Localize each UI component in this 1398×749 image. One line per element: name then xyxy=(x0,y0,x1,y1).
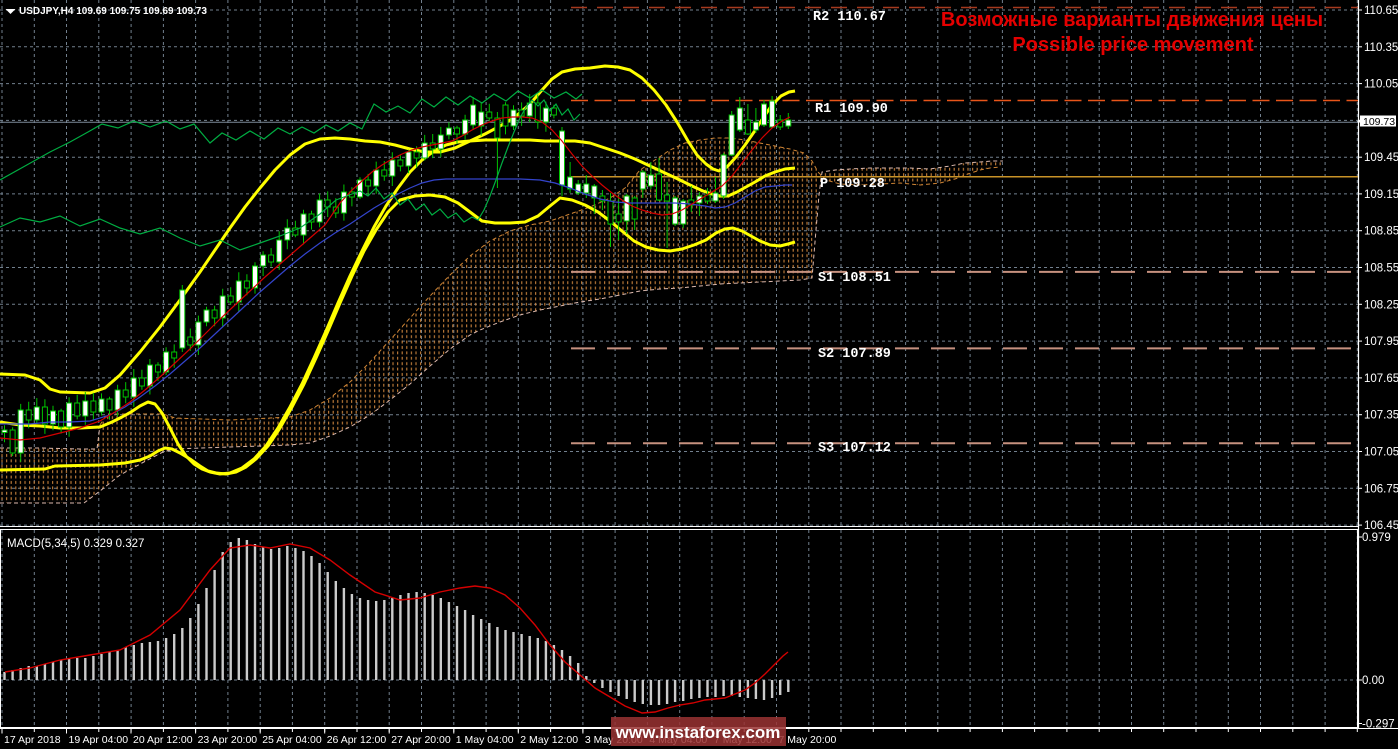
svg-text:0.979: 0.979 xyxy=(1362,532,1391,544)
svg-text:27 Apr 20:00: 27 Apr 20:00 xyxy=(391,734,451,746)
svg-text:110.35: 110.35 xyxy=(1364,42,1398,54)
svg-text:7 May 20:00: 7 May 20:00 xyxy=(779,734,837,746)
svg-text:107.05: 107.05 xyxy=(1364,447,1398,459)
svg-text:USDJPY,H4 109.69 109.75 109.69: USDJPY,H4 109.69 109.75 109.69 109.73 xyxy=(19,6,207,17)
svg-text:1 May 04:00: 1 May 04:00 xyxy=(456,734,514,746)
svg-text:20 Apr 12:00: 20 Apr 12:00 xyxy=(133,734,193,746)
svg-text:0.00: 0.00 xyxy=(1362,675,1384,687)
svg-text:S1 108.51: S1 108.51 xyxy=(818,271,891,286)
svg-text:R1 109.90: R1 109.90 xyxy=(815,102,888,117)
svg-text:107.95: 107.95 xyxy=(1364,336,1398,348)
svg-text:S2 107.89: S2 107.89 xyxy=(818,347,891,362)
svg-text:106.45: 106.45 xyxy=(1364,520,1398,532)
svg-text:17 Apr 2018: 17 Apr 2018 xyxy=(4,734,61,746)
svg-text:107.35: 107.35 xyxy=(1364,410,1398,422)
svg-text:23 Apr 20:00: 23 Apr 20:00 xyxy=(198,734,258,746)
svg-text:2 May 12:00: 2 May 12:00 xyxy=(520,734,578,746)
svg-text:25 Apr 04:00: 25 Apr 04:00 xyxy=(262,734,322,746)
svg-text:108.85: 108.85 xyxy=(1364,226,1398,238)
svg-text:S3 107.12: S3 107.12 xyxy=(818,441,891,456)
svg-text:-0.297: -0.297 xyxy=(1362,719,1395,731)
svg-text:Possible price movement: Possible price movement xyxy=(1012,34,1254,56)
svg-text:110.65: 110.65 xyxy=(1364,5,1398,17)
svg-text:106.75: 106.75 xyxy=(1364,483,1398,495)
svg-text:109.15: 109.15 xyxy=(1364,189,1398,201)
svg-text:107.65: 107.65 xyxy=(1364,373,1398,385)
svg-text:108.55: 108.55 xyxy=(1364,263,1398,275)
svg-text:109.73: 109.73 xyxy=(1363,116,1395,128)
svg-text:www.instaforex.com: www.instaforex.com xyxy=(615,723,781,742)
svg-text:P 109.28: P 109.28 xyxy=(820,177,885,192)
svg-text:108.25: 108.25 xyxy=(1364,299,1398,311)
svg-text:26 Apr 12:00: 26 Apr 12:00 xyxy=(327,734,387,746)
svg-text:Возможные варианты движения це: Возможные варианты движения цены xyxy=(941,9,1323,31)
svg-text:109.45: 109.45 xyxy=(1364,152,1398,164)
svg-text:19 Apr 04:00: 19 Apr 04:00 xyxy=(69,734,129,746)
svg-text:110.05: 110.05 xyxy=(1364,79,1398,91)
svg-text:R2 110.67: R2 110.67 xyxy=(813,10,886,25)
svg-text:MACD(5,34,5) 0.329 0.327: MACD(5,34,5) 0.329 0.327 xyxy=(7,538,144,550)
